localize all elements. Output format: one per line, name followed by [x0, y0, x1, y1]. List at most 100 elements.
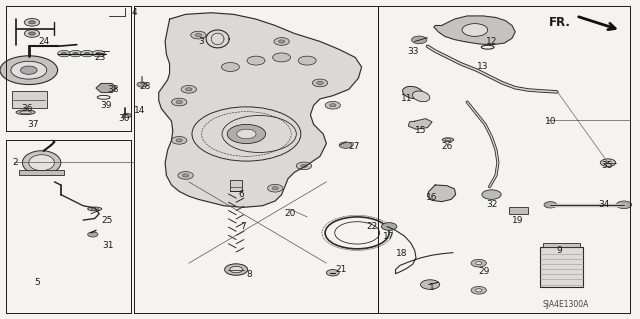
Circle shape — [476, 262, 482, 265]
Text: 16: 16 — [426, 193, 437, 202]
Text: 2: 2 — [13, 158, 19, 167]
Circle shape — [301, 164, 307, 167]
Text: 26: 26 — [442, 142, 453, 151]
Text: 19: 19 — [512, 216, 524, 225]
Text: 32: 32 — [486, 200, 498, 209]
Circle shape — [274, 38, 289, 45]
Circle shape — [462, 24, 488, 36]
Ellipse shape — [403, 86, 423, 99]
Text: 38: 38 — [108, 85, 119, 94]
Circle shape — [273, 53, 291, 62]
Circle shape — [296, 162, 312, 170]
Circle shape — [61, 52, 67, 55]
Text: SJA4E1300A: SJA4E1300A — [543, 300, 589, 309]
Text: 37: 37 — [27, 120, 38, 129]
Circle shape — [176, 100, 182, 104]
Text: 25: 25 — [101, 216, 113, 225]
Bar — [19, 170, 64, 175]
Ellipse shape — [22, 151, 61, 175]
Circle shape — [29, 21, 35, 24]
Circle shape — [330, 104, 336, 107]
Text: 36: 36 — [21, 104, 33, 113]
Ellipse shape — [16, 110, 35, 115]
Text: 39: 39 — [100, 101, 112, 110]
Circle shape — [96, 52, 101, 55]
Text: 35: 35 — [602, 161, 613, 170]
Circle shape — [600, 159, 616, 167]
Circle shape — [227, 124, 266, 144]
Ellipse shape — [91, 208, 99, 210]
Circle shape — [20, 66, 37, 74]
Circle shape — [182, 174, 189, 177]
Circle shape — [24, 19, 40, 26]
Circle shape — [312, 79, 328, 87]
Circle shape — [84, 52, 90, 55]
Text: 28: 28 — [140, 82, 151, 91]
Circle shape — [317, 81, 323, 85]
Polygon shape — [428, 185, 456, 202]
Bar — [540, 247, 583, 287]
Bar — [509, 207, 528, 214]
Circle shape — [471, 286, 486, 294]
Circle shape — [482, 190, 501, 199]
Text: 29: 29 — [479, 267, 490, 276]
Text: 27: 27 — [349, 142, 360, 151]
Text: 14: 14 — [134, 106, 146, 115]
Text: 12: 12 — [486, 37, 498, 46]
Circle shape — [221, 63, 239, 71]
Text: 6: 6 — [238, 190, 244, 199]
Text: FR.: FR. — [549, 16, 571, 29]
Circle shape — [381, 223, 397, 230]
Ellipse shape — [20, 111, 31, 114]
Circle shape — [230, 266, 243, 273]
Circle shape — [191, 31, 206, 39]
Ellipse shape — [88, 207, 102, 211]
Circle shape — [298, 56, 316, 65]
Circle shape — [172, 98, 187, 106]
Circle shape — [326, 270, 339, 276]
Text: 9: 9 — [557, 246, 563, 255]
Ellipse shape — [29, 155, 54, 171]
Text: 13: 13 — [477, 63, 488, 71]
Polygon shape — [96, 84, 116, 93]
Ellipse shape — [445, 139, 451, 141]
Text: 20: 20 — [285, 209, 296, 218]
Polygon shape — [434, 16, 515, 45]
Bar — [12, 91, 47, 108]
Circle shape — [181, 85, 196, 93]
Circle shape — [268, 184, 283, 192]
Text: 1: 1 — [429, 283, 435, 292]
Circle shape — [176, 139, 182, 142]
Text: 18: 18 — [396, 249, 407, 258]
Circle shape — [24, 30, 40, 37]
Text: 30: 30 — [118, 114, 130, 122]
Text: 17: 17 — [383, 232, 394, 241]
Circle shape — [225, 264, 248, 275]
Circle shape — [237, 129, 256, 139]
Text: 7: 7 — [240, 222, 246, 231]
Text: 22: 22 — [366, 222, 378, 231]
Circle shape — [122, 113, 131, 118]
Text: 11: 11 — [401, 94, 413, 103]
Polygon shape — [159, 13, 362, 207]
Ellipse shape — [442, 138, 454, 142]
Text: 34: 34 — [598, 200, 610, 209]
Circle shape — [172, 137, 187, 144]
Circle shape — [476, 289, 482, 292]
Circle shape — [92, 50, 105, 57]
Bar — [543, 243, 580, 247]
Circle shape — [471, 259, 486, 267]
Circle shape — [88, 232, 98, 237]
Circle shape — [11, 61, 47, 79]
Circle shape — [339, 142, 352, 148]
Circle shape — [73, 52, 78, 55]
Circle shape — [29, 32, 35, 35]
Circle shape — [186, 88, 192, 91]
Circle shape — [325, 101, 340, 109]
Circle shape — [412, 36, 427, 44]
Text: 23: 23 — [95, 53, 106, 62]
Circle shape — [272, 187, 278, 190]
Circle shape — [278, 40, 285, 43]
Circle shape — [81, 50, 93, 57]
Polygon shape — [408, 119, 432, 129]
